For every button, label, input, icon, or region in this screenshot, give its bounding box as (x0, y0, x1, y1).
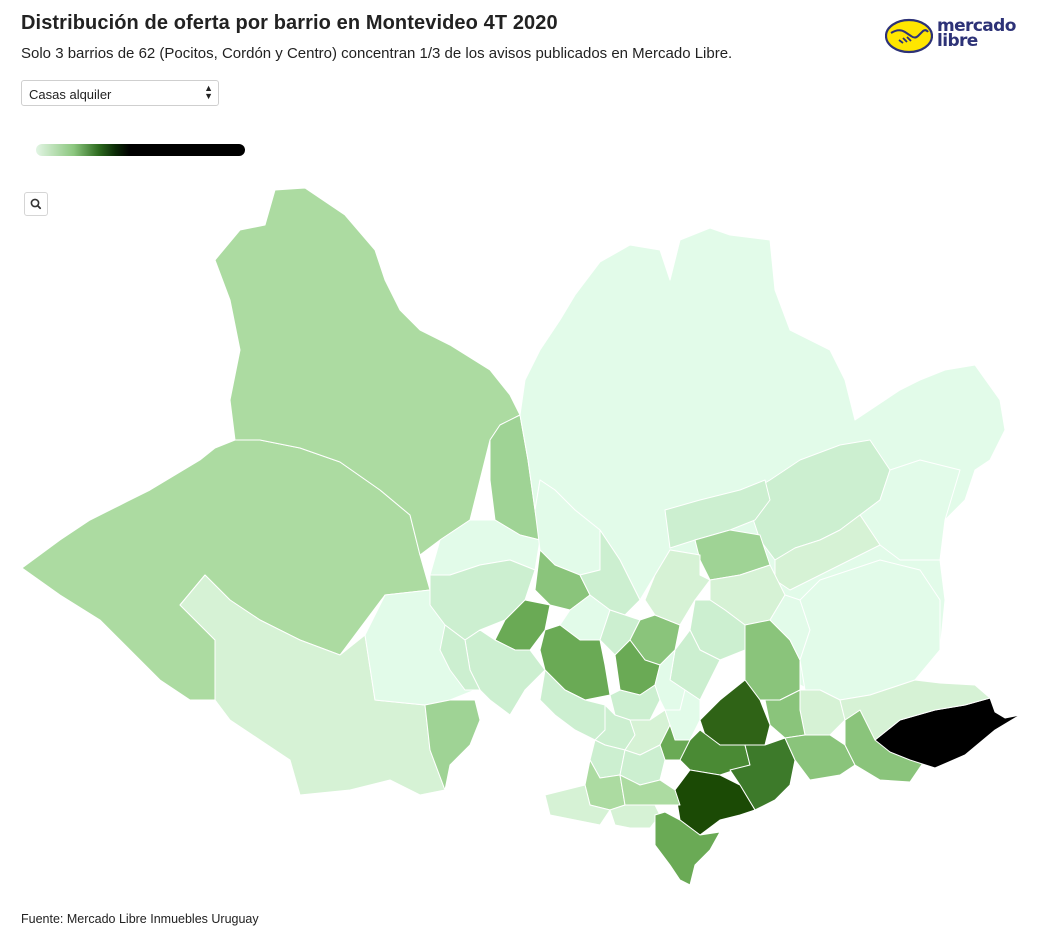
logo-line-2: libre (937, 31, 978, 51)
barrio-north-inner[interactable] (664, 479, 771, 549)
logo-line-1: mercado (937, 16, 1016, 36)
montevideo-choropleth-map (21, 187, 1021, 886)
barrio-marconi[interactable] (644, 549, 711, 626)
zoom-button[interactable] (24, 192, 48, 216)
color-legend (36, 144, 245, 156)
barrio-casabo[interactable] (424, 699, 481, 791)
barrio-casavalle-ne[interactable] (774, 514, 881, 591)
barrio-pocitos[interactable] (729, 737, 796, 811)
barrio-carrasco-norte[interactable] (799, 559, 941, 701)
barrio-buceo-north[interactable] (764, 689, 806, 739)
barrio-east-top[interactable] (859, 459, 961, 561)
barrio-ciudad-vieja[interactable] (544, 784, 611, 826)
barrio-parque-rodo[interactable] (654, 811, 721, 886)
category-select[interactable]: Casas alquiler ▲ ▼ (21, 80, 219, 106)
chart-subtitle: Solo 3 barrios de 62 (Pocitos, Cordón y … (21, 45, 733, 62)
mercado-libre-logo: mercado libre (885, 16, 1025, 56)
source-note: Fuente: Mercado Libre Inmuebles Uruguay (21, 912, 259, 926)
search-icon (30, 198, 42, 210)
category-select-value: Casas alquiler (29, 87, 112, 102)
chart-title: Distribución de oferta por barrio en Mon… (21, 12, 558, 34)
logo-wordmark: mercado libre (937, 16, 1027, 51)
barrio-nuevo-paris[interactable] (439, 624, 481, 691)
barrio-carrasco-edge[interactable] (839, 679, 991, 741)
handshake-icon (885, 18, 933, 54)
barrio-centro[interactable] (609, 804, 661, 829)
chevron-updown-icon: ▲ ▼ (204, 83, 213, 101)
